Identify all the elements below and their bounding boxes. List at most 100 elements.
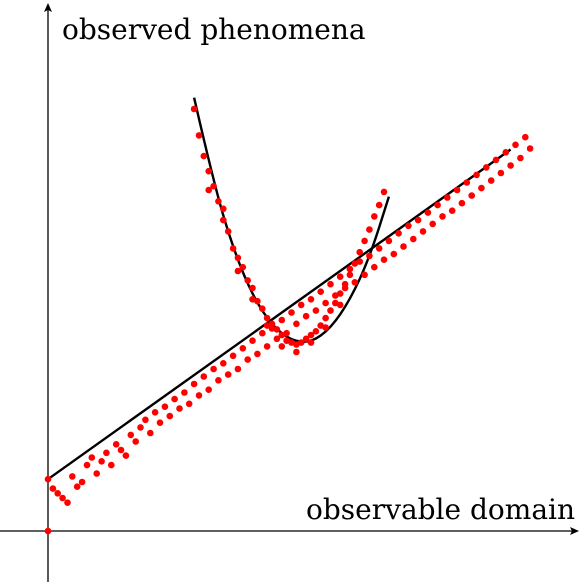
data-point-linear	[293, 320, 300, 328]
data-point-curved	[327, 307, 334, 314]
data-point-linear	[429, 220, 437, 228]
data-point-linear	[385, 237, 393, 245]
data-point-linear	[210, 365, 217, 373]
data-point-curved	[351, 260, 359, 267]
data-point-linear	[171, 395, 178, 403]
data-point-curved	[259, 305, 266, 313]
data-point-linear	[44, 475, 52, 483]
data-point-linear	[458, 199, 466, 207]
data-point-linear	[176, 405, 183, 412]
data-point-curved	[356, 248, 364, 256]
data-point-linear	[473, 171, 480, 179]
fit-curves	[47, 97, 512, 481]
data-point-curved	[234, 254, 242, 262]
data-point-linear	[137, 424, 144, 431]
data-point-curved	[293, 348, 300, 356]
data-point-curved	[263, 314, 271, 322]
data-point-linear	[185, 400, 193, 408]
data-point-linear	[288, 309, 295, 316]
data-point-linear	[108, 461, 115, 469]
data-point-linear	[142, 416, 149, 424]
data-point-curved	[195, 132, 203, 139]
data-point-linear	[312, 307, 320, 314]
data-point-linear	[444, 194, 451, 201]
origin-point	[44, 527, 52, 535]
data-point-linear	[244, 356, 251, 363]
data-point-linear	[98, 458, 105, 465]
data-point-linear	[263, 343, 271, 350]
data-point-linear	[463, 179, 471, 186]
data-point-linear	[161, 403, 169, 411]
data-point-linear	[410, 235, 417, 243]
data-point-linear	[307, 296, 315, 303]
data-point-linear	[512, 141, 519, 149]
data-point-linear	[220, 360, 227, 367]
data-point-curved	[322, 314, 329, 322]
data-point-linear	[419, 228, 427, 235]
data-point-linear	[73, 483, 81, 491]
data-point-linear	[78, 478, 86, 486]
x-axis-label: observable domain	[306, 493, 575, 526]
data-point-curved	[205, 167, 212, 175]
data-point-linear	[439, 213, 446, 220]
data-point-linear	[487, 177, 495, 184]
axes	[0, 3, 579, 582]
data-point-linear	[522, 133, 529, 141]
data-point-curved	[215, 198, 222, 205]
data-point-linear	[434, 201, 441, 209]
data-point-linear	[405, 222, 412, 230]
data-point-curved	[366, 226, 373, 233]
data-point-curved	[346, 271, 354, 279]
data-point-linear	[507, 162, 514, 169]
data-point-linear	[64, 499, 71, 507]
x-axis-arrowhead	[570, 527, 579, 535]
data-point-linear	[156, 419, 164, 427]
data-point-linear	[453, 186, 461, 194]
data-point-linear	[190, 380, 198, 388]
data-point-linear	[239, 345, 247, 352]
data-point-linear	[49, 485, 57, 492]
linear-fit-line	[47, 148, 512, 481]
data-point-curved	[210, 182, 217, 190]
data-point-curved	[312, 328, 320, 335]
data-point-linear	[375, 245, 383, 252]
data-point-curved	[322, 324, 329, 331]
data-point-linear	[366, 252, 373, 260]
data-point-linear	[122, 452, 130, 459]
data-point-linear	[254, 350, 261, 358]
data-point-linear	[127, 431, 135, 439]
data-point-curved	[234, 267, 242, 275]
data-point-curved	[263, 322, 271, 329]
data-point-linear	[371, 263, 378, 271]
data-point-curved	[302, 335, 310, 343]
data-point-linear	[268, 325, 276, 332]
data-point-linear	[93, 470, 100, 477]
data-point-curved	[205, 186, 212, 194]
data-point-linear	[278, 316, 286, 324]
data-point-curved	[297, 339, 305, 346]
data-point-linear	[483, 164, 490, 171]
data-point-linear	[224, 371, 232, 378]
data-point-curved	[224, 228, 232, 235]
data-point-linear	[414, 216, 422, 224]
data-point-curved	[220, 205, 227, 213]
data-point-linear	[517, 154, 524, 162]
data-point-curved	[190, 105, 198, 113]
data-point-curved	[278, 331, 286, 339]
data-point-linear	[448, 207, 456, 214]
data-point-linear	[395, 230, 402, 237]
data-point-curved	[249, 296, 256, 303]
data-point-linear	[166, 412, 174, 420]
data-point-linear	[497, 169, 505, 177]
data-point-linear	[132, 438, 139, 445]
data-point-linear	[380, 256, 388, 264]
data-point-linear	[468, 192, 476, 199]
data-point-linear	[83, 461, 91, 469]
data-points	[44, 105, 534, 535]
data-point-linear	[205, 386, 212, 394]
data-point-curved	[249, 284, 256, 292]
data-point-linear	[346, 265, 354, 273]
y-axis-label: observed phenomena	[62, 13, 366, 46]
data-point-curved	[307, 339, 315, 346]
data-point-linear	[317, 288, 325, 296]
